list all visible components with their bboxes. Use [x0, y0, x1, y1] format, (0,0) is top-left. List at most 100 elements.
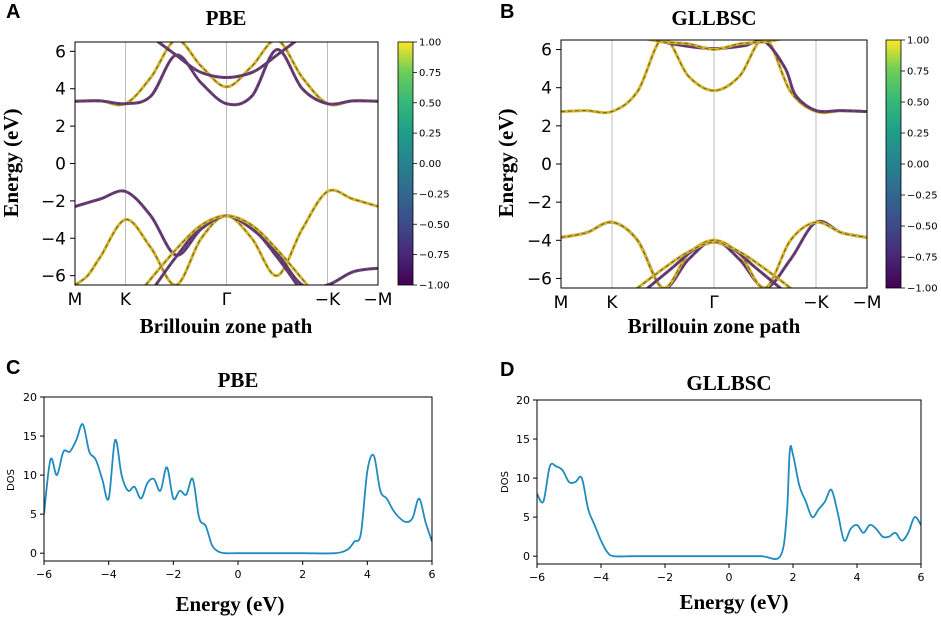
panel-label: C: [6, 357, 20, 379]
chart-title: PBE: [206, 6, 247, 30]
panel-label: D: [500, 359, 514, 381]
colorbar-tick-label: −1.00: [419, 281, 450, 292]
dos-line: [44, 423, 432, 555]
x-axis-label: Brillouin zone path: [140, 314, 313, 338]
x-tick-label: M: [68, 290, 83, 310]
panel-b: B GLLBSC Brillouin zone path Energy (eV) M K Γ…: [494, 1, 938, 338]
y-tick-label: −4: [527, 231, 552, 251]
y-tick-label: 15: [23, 430, 37, 443]
y-tick-label: 5: [30, 508, 37, 521]
colorbar: [397, 41, 414, 286]
x-tick-label: −6: [36, 568, 52, 581]
colorbar: [885, 39, 902, 289]
y-tick-label: 2: [55, 117, 66, 137]
x-tick-label: 4: [854, 571, 861, 584]
colorbar-tick-label: 0.75: [419, 68, 441, 79]
plot-layer: A PBE Brillouin zone path Energy (eV) M K Γ −K −…: [0, 1, 938, 616]
dos-series: [537, 444, 921, 560]
y-tick-label: −4: [41, 229, 66, 249]
y-tick-label: 2: [541, 117, 552, 137]
x-tick-label: M: [554, 293, 569, 313]
band-dash-overlay: [649, 40, 779, 51]
band-dash-overlay: [145, 215, 308, 285]
x-tick-label: Γ: [709, 293, 719, 313]
bands: [561, 40, 867, 288]
x-tick-label: K: [120, 290, 132, 310]
x-tick-label: 2: [299, 568, 306, 581]
y-tick-label: 0: [541, 155, 552, 175]
y-axis-label: Energy (eV): [0, 108, 23, 217]
colorbar-tick-label: −1.00: [907, 284, 938, 295]
y-tick-label: 4: [55, 80, 66, 100]
colorbar-tick-label: 1.00: [419, 38, 441, 49]
plot-frame: [536, 399, 922, 565]
colorbar-tick-label: −0.75: [907, 253, 938, 264]
y-tick-label: 10: [23, 469, 37, 482]
colorbar-tick-label: −0.25: [907, 191, 938, 202]
chart-title: GLLBSC: [671, 6, 756, 30]
y-tick-label: 20: [23, 391, 37, 404]
x-tick-label: Γ: [222, 290, 232, 310]
colorbar-tick-label: 0.25: [907, 129, 929, 140]
dos-series: [44, 423, 432, 555]
panel-label: A: [6, 1, 20, 23]
y-tick-label: 0: [30, 547, 37, 560]
colorbar-tick-label: 0.00: [907, 160, 929, 171]
colorbar-tick-label: −0.75: [419, 250, 450, 261]
x-axis-label: Brillouin zone path: [628, 314, 801, 338]
colorbar-tick-label: 1.00: [907, 36, 929, 47]
colorbar-tick-label: −0.25: [419, 189, 450, 200]
y-axis-label: DOS: [6, 469, 17, 491]
chart-title: PBE: [218, 368, 259, 392]
y-tick-label: 0: [55, 155, 66, 175]
y-tick-label: 10: [516, 472, 530, 485]
panel-a: A PBE Brillouin zone path Energy (eV) M K Γ −K −…: [0, 1, 450, 338]
y-tick-label: 6: [541, 41, 552, 61]
x-axis-label: Energy (eV): [679, 590, 788, 614]
x-tick-label: 2: [790, 571, 797, 584]
panel-label: B: [500, 1, 514, 23]
y-tick-label: 4: [541, 79, 552, 99]
y-tick-label: 6: [55, 42, 66, 62]
x-tick-label: −4: [593, 571, 609, 584]
colorbar-tick-label: 0.00: [419, 159, 441, 170]
band-dash-overlay: [561, 40, 867, 114]
band-dash-overlay: [561, 221, 867, 288]
x-tick-label: −M: [853, 293, 882, 313]
bands: [75, 42, 378, 285]
x-tick-label: −K: [803, 293, 829, 313]
y-tick-label: −2: [527, 193, 552, 213]
colorbar-tick-label: −0.50: [907, 222, 938, 233]
y-tick-label: 15: [516, 433, 530, 446]
colorbar-tick-label: 0.50: [419, 98, 441, 109]
y-tick-label: 0: [523, 550, 530, 563]
x-tick-label: −4: [101, 568, 117, 581]
x-tick-label: 6: [918, 571, 925, 584]
colorbar-tick-label: 0.75: [907, 67, 929, 78]
x-tick-label: 4: [364, 568, 371, 581]
x-tick-label: K: [606, 293, 618, 313]
y-tick-label: −2: [41, 192, 66, 212]
y-axis-label: Energy (eV): [494, 108, 518, 217]
x-tick-label: 0: [235, 568, 242, 581]
x-tick-label: −2: [165, 568, 181, 581]
x-tick-label: −2: [657, 571, 673, 584]
y-tick-label: −6: [41, 267, 66, 287]
dos-line: [537, 444, 921, 560]
y-tick-label: 5: [523, 511, 530, 524]
x-tick-label: 6: [429, 568, 436, 581]
band-dash-overlay: [75, 189, 378, 285]
x-tick-label: −6: [529, 571, 545, 584]
y-tick-label: 20: [516, 394, 530, 407]
x-tick-label: −K: [315, 290, 341, 310]
x-tick-label: 0: [726, 571, 733, 584]
x-axis-label: Energy (eV): [175, 592, 284, 616]
colorbar-tick-label: 0.50: [907, 98, 929, 109]
chart-title: GLLBSC: [686, 371, 771, 395]
band-dash-overlay: [75, 49, 378, 106]
colorbar-tick-label: 0.25: [419, 129, 441, 140]
y-tick-label: −6: [527, 269, 552, 289]
colorbar-tick-label: −0.50: [419, 220, 450, 231]
band-dash-overlay: [637, 241, 791, 288]
